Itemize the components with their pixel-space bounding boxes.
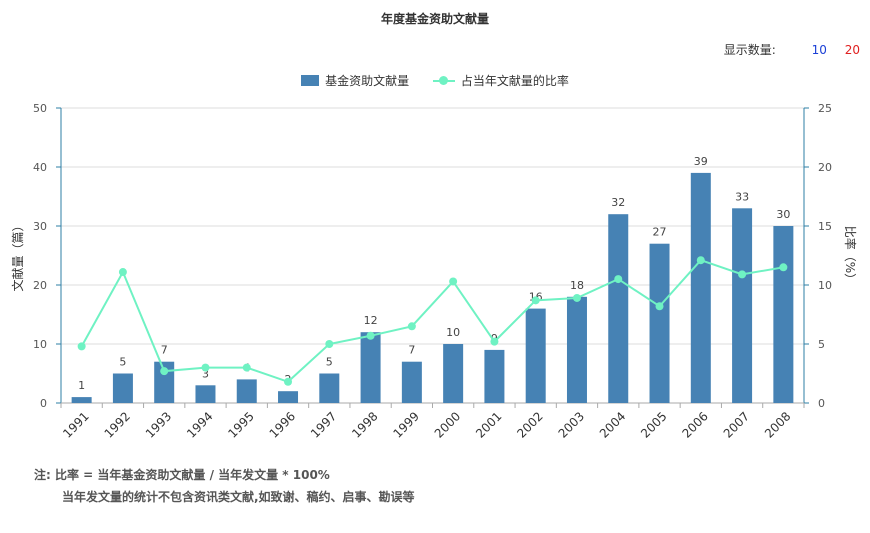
bar [690,172,711,403]
display-count-label: 显示数量: [723,43,776,57]
y-tick-label: 0 [40,397,47,410]
ratio-point [696,256,705,265]
bar-value-label: 5 [326,356,333,369]
bar [236,379,257,403]
ratio-point [738,270,747,279]
bar-value-label: 5 [119,356,126,369]
bar [649,243,670,403]
y2-tick-label: 15 [818,220,832,233]
x-tick-label: 2006 [679,409,710,440]
bar [360,332,381,403]
y2-tick-label: 25 [818,102,832,115]
x-tick-label: 1992 [102,409,133,440]
y-tick-label: 20 [33,279,47,292]
bar [484,349,505,403]
ratio-point [118,268,127,277]
x-tick-label: 2000 [432,409,463,440]
bar [319,373,340,403]
y2-tick-label: 5 [818,338,825,351]
ratio-point [160,367,169,376]
bar [525,308,546,403]
bar-value-label: 10 [446,326,460,339]
x-tick-label: 2008 [762,409,793,440]
legend-bar-label: 基金资助文献量 [325,74,410,88]
x-tick-label: 1996 [267,409,298,440]
x-tick-label: 2002 [514,409,545,440]
ratio-point [779,263,788,272]
ratio-point [449,277,458,286]
chart-notes: 注: 比率 = 当年基金资助文献量 / 当年发文量 * 100% 当年发文量的统… [34,464,415,508]
bar [608,214,629,403]
bar-value-label: 1 [78,379,85,392]
ratio-point [366,331,375,340]
x-tick-label: 1999 [390,409,421,440]
ratio-point [531,296,540,305]
ratio-point [614,275,623,284]
y2-axis-title: 比率（%） [843,226,858,285]
x-tick-label: 1994 [184,409,215,440]
x-tick-label: 2004 [597,409,628,440]
display-count-selector: 显示数量: 10 20 [724,41,860,58]
bar [195,385,216,403]
bar-value-label: 32 [611,196,625,209]
y-tick-label: 10 [33,338,47,351]
bar [154,361,175,403]
y-tick-label: 50 [33,102,47,115]
ratio-point [325,340,334,348]
bar [732,208,753,403]
bar-value-label: 27 [653,226,667,239]
bar-value-label: 33 [735,190,749,203]
legend-item-line[interactable]: 占当年文献量的比率 [432,72,569,89]
ratio-point [201,363,210,372]
x-tick-label: 2001 [473,409,504,440]
display-count-option-20[interactable]: 20 [844,43,860,57]
chart-title: 年度基金资助文献量 [380,12,489,26]
y-tick-label: 40 [33,161,47,174]
bar [112,373,133,403]
bar [773,226,794,403]
ratio-point [242,363,251,372]
ratio-point [572,293,581,302]
ratio-point [284,377,293,386]
x-tick-label: 1998 [349,409,380,440]
x-tick-label: 1997 [308,409,339,440]
note-line-1: 注: 比率 = 当年基金资助文献量 / 当年发文量 * 100% [34,468,330,482]
bar [71,397,92,403]
display-count-option-10[interactable]: 10 [811,43,827,57]
x-tick-label: 1993 [143,409,174,440]
legend-bar-swatch [301,75,320,86]
bar-value-label: 3 [202,367,209,380]
bar [278,391,299,403]
x-tick-label: 2003 [556,409,587,440]
bar [566,296,587,403]
bar-value-label: 7 [408,344,415,357]
note-line-2: 当年发文量的统计不包含资讯类文献,如致谢、稿约、启事、勘误等 [62,490,415,504]
y2-tick-label: 0 [818,397,825,410]
y2-tick-label: 20 [818,161,832,174]
ratio-line [80,259,784,383]
legend-line-swatch [432,75,455,86]
ratio-point [655,302,664,311]
x-tick-label: 2005 [638,409,669,440]
x-tick-label: 1991 [60,409,91,440]
bar-value-label: 39 [694,155,708,168]
x-tick-label: 1995 [225,409,256,440]
bar-value-label: 12 [364,314,378,327]
bar-value-label: 30 [776,208,790,221]
y-axis-title: 文献量（篇） [10,219,25,291]
chart-legend: 基金资助文献量 占当年文献量的比率 [0,72,870,89]
ratio-point [407,322,416,331]
y-tick-label: 30 [33,220,47,233]
bar [443,344,464,403]
bar [401,361,422,403]
bar-value-label: 7 [161,344,168,357]
bar-value-label: 18 [570,279,584,292]
y2-tick-label: 10 [818,279,832,292]
ratio-point [77,342,86,351]
ratio-point [490,337,499,346]
x-tick-label: 2007 [721,409,752,440]
legend-line-label: 占当年文献量的比率 [460,74,569,88]
legend-item-bar[interactable]: 基金资助文献量 [301,72,409,89]
